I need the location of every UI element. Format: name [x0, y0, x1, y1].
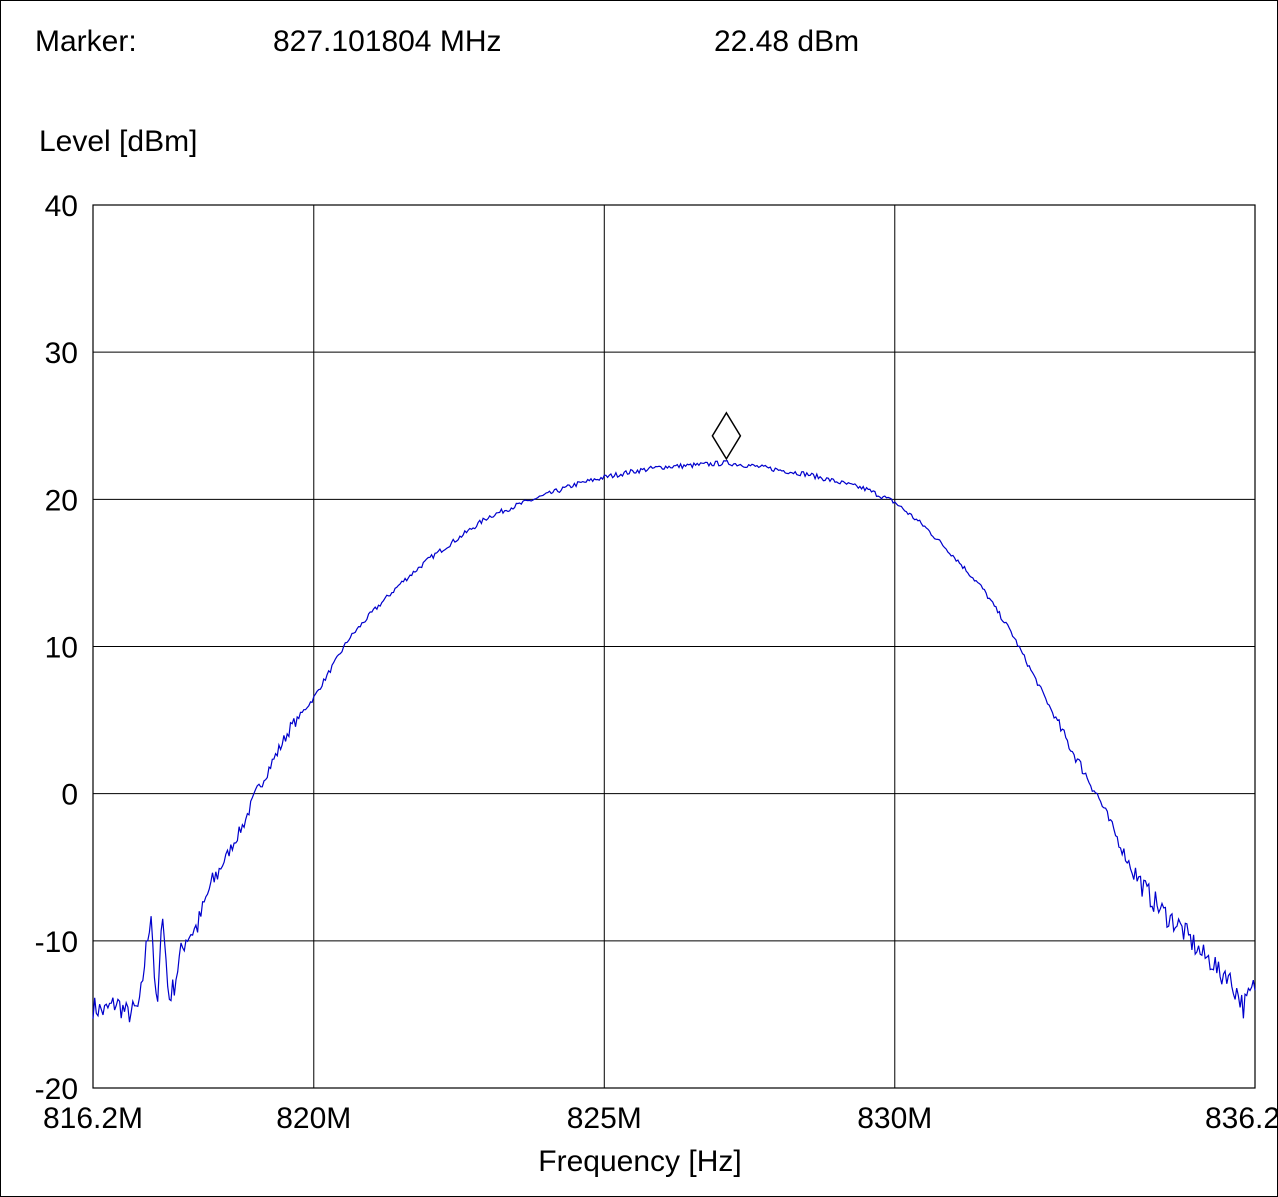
marker-level: 22.48 dBm: [714, 25, 860, 58]
spectrum-trace: [92, 459, 1256, 1023]
x-tick-label: 820M: [276, 1102, 351, 1135]
y-tick-label: 20: [45, 484, 78, 517]
marker-frequency: 827.101804 MHz: [273, 25, 502, 58]
y-tick-label: 0: [61, 779, 78, 812]
x-tick-label: 836.2M: [1205, 1102, 1278, 1135]
marker-diamond-icon: [711, 411, 742, 461]
y-tick-label: -10: [35, 926, 78, 959]
x-axis-label: Frequency [Hz]: [538, 1145, 742, 1178]
plot-area: [92, 204, 1256, 1089]
y-tick-label: 40: [45, 190, 78, 223]
marker-label: Marker:: [35, 25, 137, 58]
y-tick-label: -20: [35, 1073, 78, 1106]
y-tick-label: 30: [45, 337, 78, 370]
x-tick-label: 825M: [567, 1102, 642, 1135]
x-tick-label: 830M: [857, 1102, 932, 1135]
y-axis-label: Level [dBm]: [39, 125, 198, 158]
x-tick-labels: 816.2M 820M 825M 830M 836.2M: [43, 1102, 1278, 1135]
y-tick-labels: 40 30 20 10 0 -10 -20: [35, 190, 78, 1106]
y-tick-label: 10: [45, 632, 78, 665]
grid-lines: [92, 204, 1256, 1089]
x-tick-label: 816.2M: [43, 1102, 143, 1135]
